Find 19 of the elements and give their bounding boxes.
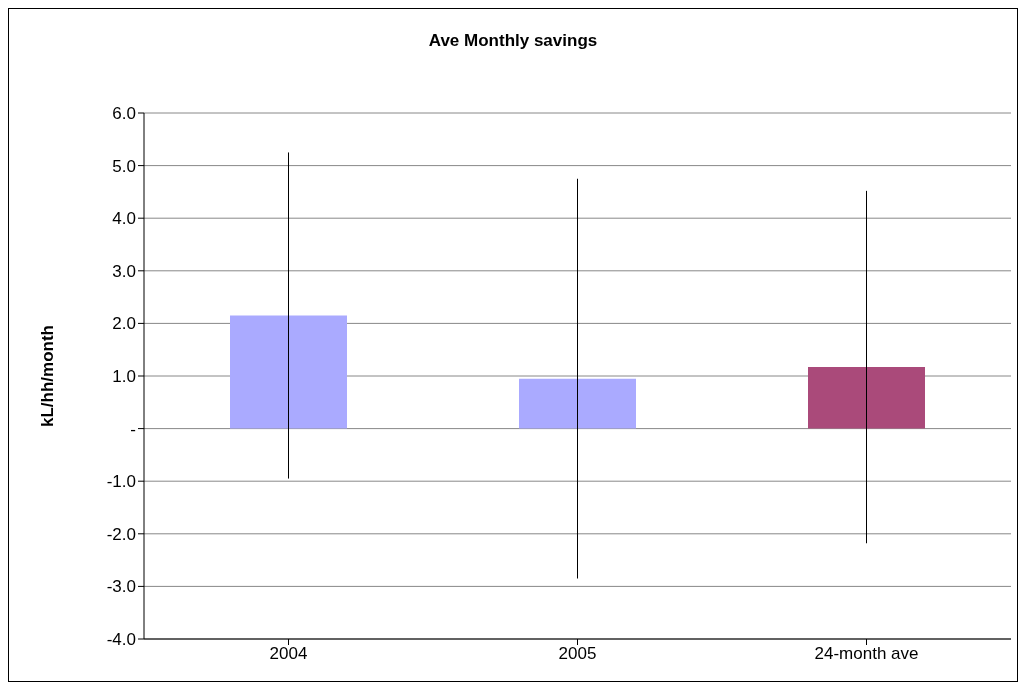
- y-tick-label: 1.0: [112, 367, 136, 387]
- y-tick-label: 5.0: [112, 156, 136, 176]
- y-axis-title: kL/hh/month: [38, 325, 58, 427]
- bar: [230, 315, 347, 429]
- bar: [808, 367, 925, 429]
- y-tick-label: -1.0: [106, 472, 136, 492]
- x-tick-label: 2005: [558, 644, 597, 664]
- y-tick-label: -: [130, 419, 136, 439]
- y-tick-label: 2.0: [112, 314, 136, 334]
- y-tick-label: -2.0: [106, 524, 136, 544]
- y-tick-label: 6.0: [112, 104, 136, 124]
- y-tick-label: 3.0: [112, 261, 136, 281]
- y-tick-label: -4.0: [106, 630, 136, 650]
- y-tick-label: -3.0: [106, 577, 136, 597]
- chart-title: Ave Monthly savings: [427, 31, 599, 51]
- x-tick-label: 24-month ave: [814, 644, 919, 664]
- y-tick-label: 4.0: [112, 209, 136, 229]
- bar: [519, 378, 636, 429]
- x-tick-label: 2004: [269, 644, 308, 664]
